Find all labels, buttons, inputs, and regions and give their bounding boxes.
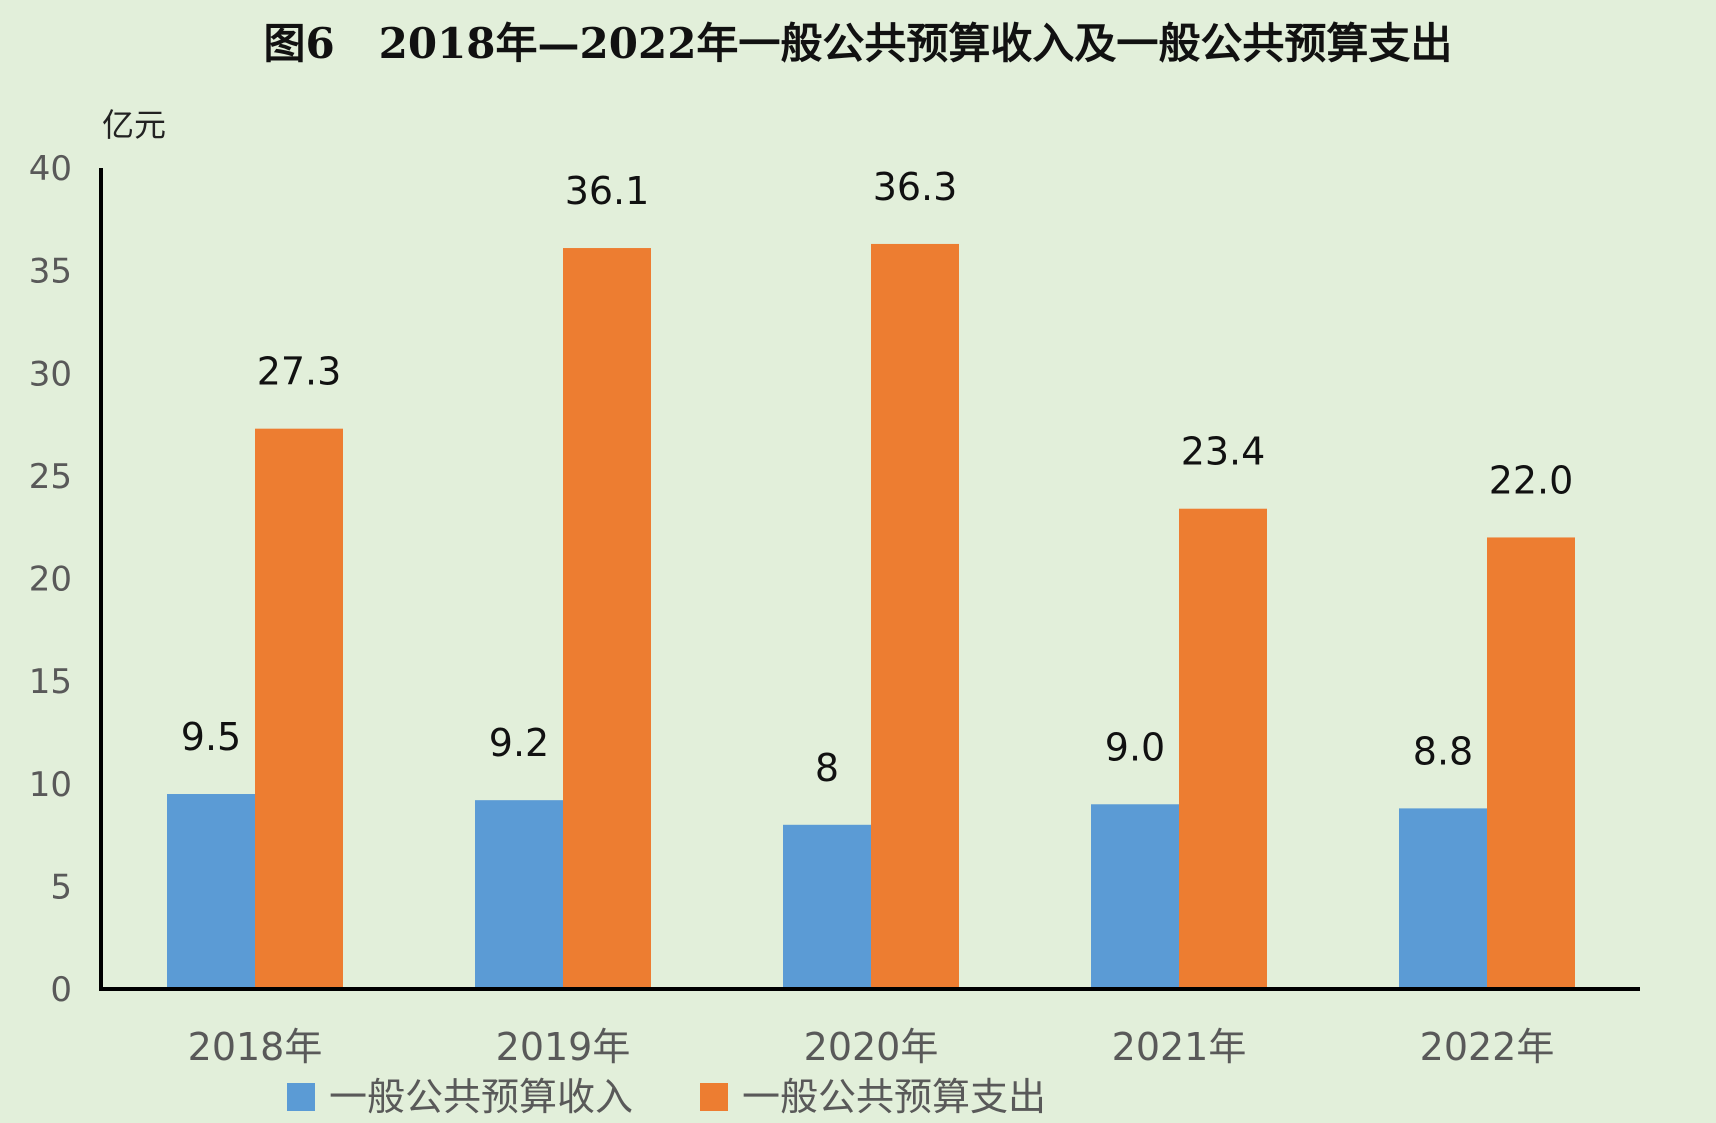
data-label: 27.3 xyxy=(257,350,342,394)
bar xyxy=(1091,804,1179,989)
y-tick-label: 0 xyxy=(50,970,72,1010)
legend: 一般公共预算收入 一般公共预算支出 xyxy=(287,1075,1046,1119)
plot-area: 0 5 10 15 20 25 30 35 40 9.5 27.3 2018年 9.2 36.1 2019年… xyxy=(29,149,1640,1069)
bar xyxy=(255,428,343,990)
data-label: 8.8 xyxy=(1413,729,1473,773)
data-label: 8 xyxy=(815,746,839,790)
bar xyxy=(167,794,255,989)
x-tick-label: 2022年 xyxy=(1420,1025,1555,1069)
y-tick-label: 10 xyxy=(29,765,72,805)
x-tick-label: 2021年 xyxy=(1112,1025,1247,1069)
data-label: 9.0 xyxy=(1105,725,1165,769)
y-tick-label: 40 xyxy=(29,149,72,189)
y-tick-label: 20 xyxy=(29,560,72,600)
x-tick-label: 2018年 xyxy=(188,1025,323,1069)
data-label: 36.3 xyxy=(873,165,958,209)
bar xyxy=(1487,537,1575,989)
bar xyxy=(1399,808,1487,989)
y-tick-label: 35 xyxy=(29,252,72,292)
bar xyxy=(783,824,871,989)
bar xyxy=(1179,508,1267,989)
legend-label: 一般公共预算收入 xyxy=(329,1075,633,1119)
legend-swatch xyxy=(700,1083,728,1111)
bar xyxy=(475,800,563,989)
y-tick-label: 30 xyxy=(29,354,72,394)
data-label: 22.0 xyxy=(1489,458,1574,502)
y-tick-label: 5 xyxy=(50,867,72,907)
legend-swatch xyxy=(287,1083,315,1111)
x-tick-label: 2020年 xyxy=(804,1025,939,1069)
bar xyxy=(563,248,651,990)
legend-label: 一般公共预算支出 xyxy=(742,1075,1046,1119)
y-axis-unit: 亿元 xyxy=(102,106,166,144)
data-label: 36.1 xyxy=(565,169,650,213)
chart-title: 图6 2018年—2022年一般公共预算收入及一般公共预算支出 xyxy=(264,19,1453,68)
y-tick-label: 15 xyxy=(29,662,72,702)
data-label: 9.5 xyxy=(181,715,241,759)
data-label: 23.4 xyxy=(1181,430,1266,474)
x-tick-label: 2019年 xyxy=(496,1025,631,1069)
data-label: 9.2 xyxy=(489,721,549,765)
bar xyxy=(871,243,959,989)
y-tick-label: 25 xyxy=(29,457,72,497)
